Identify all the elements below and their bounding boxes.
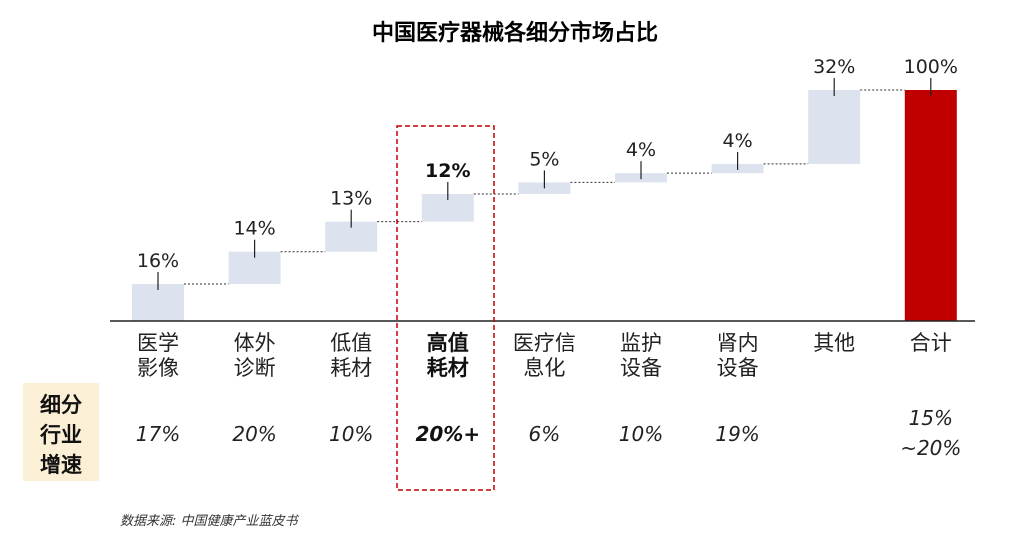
value-label-8: 100% <box>904 56 958 78</box>
value-label-4: 5% <box>529 148 559 170</box>
value-label-7: 32% <box>813 56 855 78</box>
highlight-box <box>396 125 495 491</box>
growth-rate-6: 19% <box>715 422 759 446</box>
category-label-7: 其他 <box>813 331 855 355</box>
growth-rate-8: ~20% <box>900 436 961 460</box>
value-labels-group: 16% 14% 13% 12% 5% 4% 4% 32% 100% <box>137 56 958 291</box>
category-label-3: 高值 <box>427 331 469 355</box>
value-label-0: 16% <box>137 250 179 272</box>
value-label-2: 13% <box>330 188 372 210</box>
total-bar <box>904 90 957 321</box>
category-label-2: 低值 <box>330 331 372 355</box>
category-label-6: 设备 <box>717 356 759 380</box>
bars-group <box>132 90 957 321</box>
category-label-0: 影像 <box>137 356 179 380</box>
category-label-5: 监护 <box>620 331 662 355</box>
category-label-2: 耗材 <box>330 356 372 380</box>
growth-rate-0: 17% <box>136 422 180 446</box>
category-label-8: 合计 <box>910 331 952 355</box>
segment-bar-0 <box>132 284 184 321</box>
growth-rate-1: 20% <box>232 422 276 446</box>
growth-row-label-line: 增速 <box>40 453 82 477</box>
growth-rate-8: 15% <box>909 406 953 430</box>
segment-bar-7 <box>808 90 861 164</box>
growth-rate-3: 20%+ <box>415 422 480 446</box>
category-label-4: 息化 <box>523 356 565 380</box>
growth-row-label-line: 细分 <box>40 393 82 417</box>
value-label-6: 4% <box>723 130 753 152</box>
category-label-1: 诊断 <box>234 356 276 380</box>
growth-rate-2: 10% <box>329 422 373 446</box>
growth-row-label-bg <box>23 383 99 481</box>
category-label-6: 肾内 <box>717 331 759 355</box>
category-label-5: 设备 <box>620 356 662 380</box>
growth-rate-5: 10% <box>619 422 663 446</box>
connectors-group <box>184 89 905 285</box>
category-label-4: 医疗信 <box>513 331 576 355</box>
source-note: 数据来源: 中国健康产业蓝皮书 <box>120 513 300 529</box>
category-label-1: 体外 <box>234 331 276 355</box>
growth-row-label-line: 行业 <box>39 423 82 447</box>
chart-title: 中国医疗器械各细分市场占比 <box>372 20 658 46</box>
growth-rate-4: 6% <box>529 422 561 446</box>
value-label-1: 14% <box>233 218 275 240</box>
category-label-3: 耗材 <box>427 356 469 380</box>
growth-rates-group: 17% 20% 10% 20%+ 6% 10% 19% 15% ~20% <box>136 406 962 460</box>
value-label-5: 4% <box>626 139 656 161</box>
value-label-3: 12% <box>425 160 470 182</box>
category-label-0: 医学 <box>137 331 179 355</box>
